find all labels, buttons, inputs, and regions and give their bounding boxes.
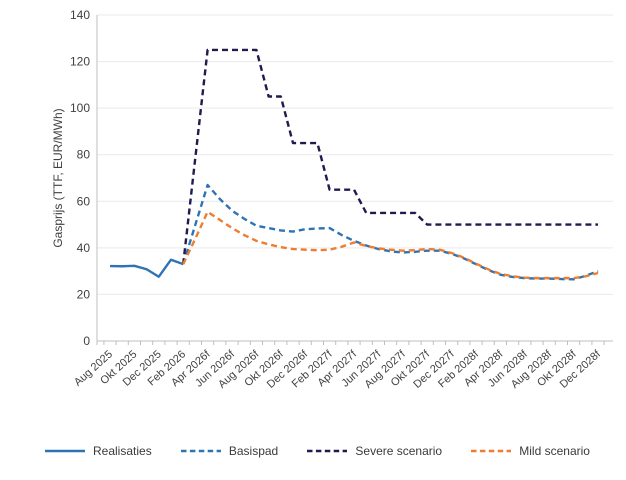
y-tick-label: 120 — [70, 55, 90, 69]
series-line-mild-scenario — [182, 210, 599, 280]
y-tick-label: 0 — [83, 334, 90, 348]
gas-price-chart: Gasprijs (TTF, EUR/MWh) 0 20 40 60 80 100 120 1… — [51, 8, 613, 391]
y-tick-label: 100 — [70, 101, 90, 115]
chart-legend: Realisaties Basispad Severe scenario Mil… — [44, 444, 590, 458]
legend-item-basispad: Basispad — [180, 444, 278, 458]
basispad-line-swatch — [180, 449, 221, 453]
legend-label-severe-scenario: Severe scenario — [355, 444, 443, 458]
legend-label-realisaties: Realisaties — [93, 444, 152, 458]
legend-item-severe-scenario: Severe scenario — [306, 444, 442, 458]
legend-label-mild-scenario: Mild scenario — [519, 444, 590, 458]
y-tick-label: 80 — [77, 148, 91, 162]
series-line-realisaties — [109, 258, 184, 278]
y-tick-label: 40 — [77, 241, 91, 255]
y-tick-label: 20 — [77, 287, 91, 301]
series-line-severe-scenario — [182, 48, 598, 265]
series-line-basispad — [182, 183, 599, 281]
mild-scenario-line-swatch — [471, 449, 512, 453]
realisaties-line-swatch — [45, 449, 85, 453]
y-tick-label: 140 — [70, 8, 90, 22]
severe-scenario-line-swatch — [307, 449, 348, 453]
y-tick-label: 60 — [77, 194, 91, 208]
y-axis-title: Gasprijs (TTF, EUR/MWh) — [51, 108, 65, 247]
legend-label-basispad: Basispad — [228, 444, 279, 458]
legend-item-mild-scenario: Mild scenario — [470, 444, 590, 458]
legend-item-realisaties: Realisaties — [44, 444, 152, 458]
